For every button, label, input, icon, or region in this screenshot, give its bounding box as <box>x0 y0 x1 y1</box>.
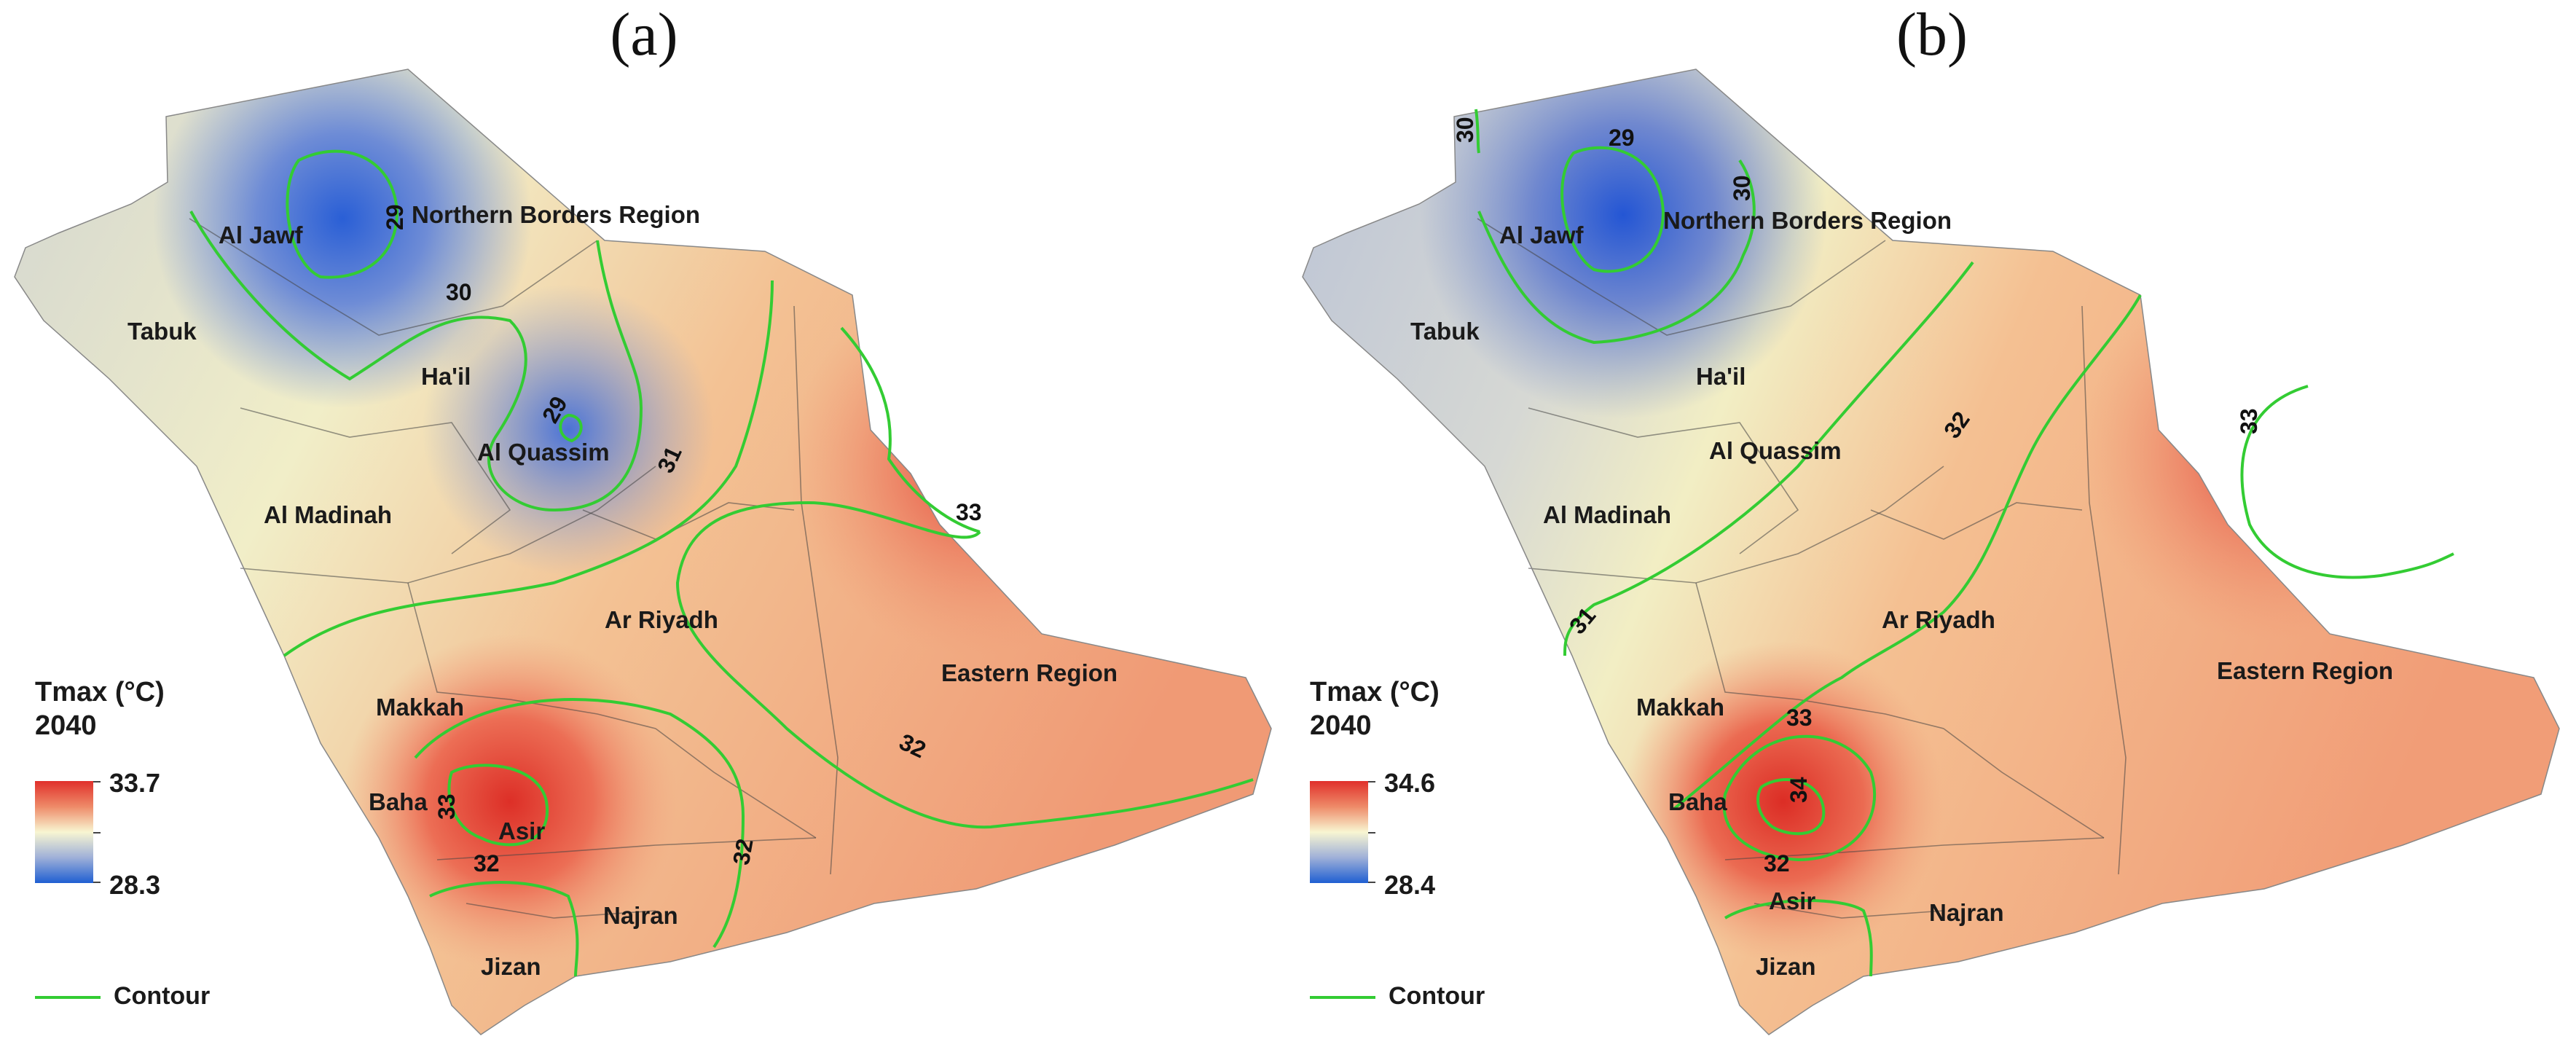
region-label: Makkah <box>376 694 464 721</box>
contour-key: Contour <box>1310 982 1485 1011</box>
region-label: Baha <box>1668 788 1727 815</box>
colorbar-tick <box>1368 832 1375 833</box>
map-panel-b: (b) <box>1288 0 2576 1063</box>
contour-line <box>1477 159 1756 345</box>
contour-label: 30 <box>1452 117 1478 143</box>
region-label: Asir <box>498 817 545 844</box>
region-label: Northern Borders Region <box>1663 207 1952 234</box>
region-label: Ar Riyadh <box>1882 606 1995 633</box>
region-borders <box>1477 218 2127 919</box>
contour-line <box>447 764 549 847</box>
contour-label: 34 <box>1786 777 1812 803</box>
region-label: Northern Borders Region <box>412 201 700 228</box>
region-label: Tabuk <box>1410 318 1480 345</box>
panel-title: (a) <box>610 1 678 68</box>
contour-swatch <box>35 996 101 1000</box>
legend-title: Tmax (°C) <box>1310 677 1440 707</box>
colorbar-tick <box>93 781 101 782</box>
region-labels: Al Jawf Northern Borders Region Tabuk Ha… <box>1410 207 2393 980</box>
colorbar-min: 28.3 <box>109 870 161 900</box>
colorbar-tick <box>93 832 101 833</box>
colorbar <box>35 781 93 883</box>
contour-line <box>283 280 774 657</box>
region-label: Ar Riyadh <box>605 606 718 633</box>
region-label: Al Madinah <box>1543 501 1671 528</box>
contour-line <box>1563 261 1974 656</box>
region-label: Al Jawf <box>1499 221 1585 248</box>
contour-line <box>414 698 745 949</box>
contour-line <box>2240 385 2454 579</box>
region-label: Al Madinah <box>264 501 392 528</box>
region-label: Najran <box>1929 899 2004 926</box>
contour-line <box>1756 778 1826 836</box>
region-label: Ha'il <box>421 363 471 390</box>
region-label: Eastern Region <box>941 659 1118 686</box>
country-outline <box>14 68 1272 1035</box>
contour-label: 30 <box>1729 175 1755 201</box>
region-label: Najran <box>603 902 678 929</box>
contours <box>189 149 1254 977</box>
map-b: Al Jawf Northern Borders Region Tabuk Ha… <box>1302 68 2560 1035</box>
contour-line <box>675 501 1254 829</box>
contour-label: 29 <box>1609 125 1635 151</box>
contour-line <box>189 211 643 512</box>
contour-line <box>1724 899 1873 977</box>
contour-line <box>1673 294 2142 810</box>
region-label: Al Quassim <box>1709 437 1842 464</box>
legend-title: Tmax (°C) <box>35 677 165 707</box>
contour-line <box>286 149 399 279</box>
legend-year: 2040 <box>35 710 97 741</box>
region-label: Baha <box>369 788 428 815</box>
region-labels: Al Jawf Northern Borders Region Tabuk Ha… <box>127 201 1118 980</box>
contour-label: 32 <box>1764 850 1790 876</box>
region-label: Al Jawf <box>219 221 304 248</box>
country-outline <box>1302 68 2560 1035</box>
contour-line <box>840 326 981 533</box>
region-label: Eastern Region <box>2217 657 2393 684</box>
region-label: Jizan <box>481 953 541 980</box>
colorbar-tick <box>1368 781 1375 782</box>
colorbar <box>1310 781 1368 883</box>
contour-line <box>1722 734 1876 862</box>
contour-label: 33 <box>956 499 982 525</box>
colorbar-max: 34.6 <box>1384 768 1436 798</box>
panel-title: (b) <box>1896 1 1968 68</box>
contour-line <box>559 413 583 443</box>
region-label: Tabuk <box>127 318 197 345</box>
region-label: Ha'il <box>1696 363 1746 390</box>
contour-key-label: Contour <box>114 982 211 1010</box>
contour-label: 32 <box>728 836 758 866</box>
region-label: Jizan <box>1756 953 1816 980</box>
contour-line <box>1560 146 1665 273</box>
contours <box>1474 109 2454 977</box>
contour-label: 33 <box>433 793 460 820</box>
map-a: Al Jawf Northern Borders Region Tabuk Ha… <box>14 68 1272 1035</box>
map-panel-a: (a) <box>14 1 1272 1035</box>
region-label: Al Quassim <box>477 439 610 466</box>
region-label: Makkah <box>1636 694 1724 721</box>
contour-line <box>429 881 579 977</box>
legend-year: 2040 <box>1310 710 1372 741</box>
contour-key-label: Contour <box>1389 982 1485 1010</box>
colorbar-tick <box>93 882 101 883</box>
contour-line <box>1474 109 1480 154</box>
contour-label: 32 <box>474 850 500 876</box>
colorbar-tick <box>1368 882 1375 883</box>
contour-label: 29 <box>382 204 408 230</box>
region-borders <box>189 218 839 919</box>
colorbar-max: 33.7 <box>109 768 161 798</box>
contour-swatch <box>1310 996 1375 1000</box>
contour-label: 33 <box>1786 705 1813 731</box>
colorbar-min: 28.4 <box>1384 870 1436 900</box>
contour-label: 30 <box>446 279 472 305</box>
contour-label: 33 <box>2236 408 2262 434</box>
region-label: Asir <box>1769 887 1815 914</box>
contour-key: Contour <box>35 982 210 1011</box>
